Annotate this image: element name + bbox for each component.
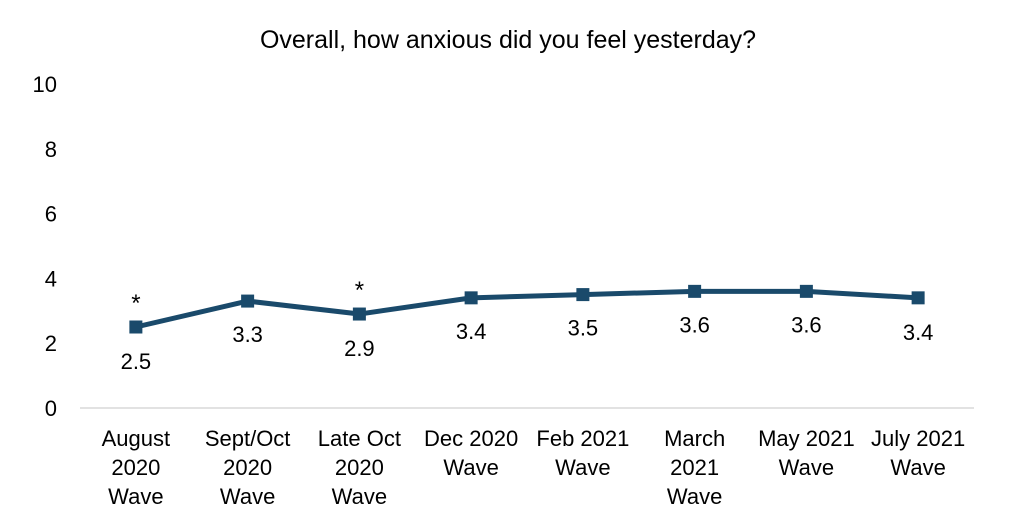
y-tick-label: 6 bbox=[45, 202, 57, 227]
significance-asterisk: * bbox=[131, 290, 140, 317]
x-tick-label-line: 2021 bbox=[670, 455, 719, 480]
x-tick-label-line: Late Oct bbox=[318, 426, 401, 451]
x-tick-label: May 2021 Wave bbox=[758, 426, 855, 480]
data-label: 2.5 bbox=[121, 349, 152, 374]
x-tick-label-line: 2020 bbox=[111, 455, 160, 480]
x-tick-label-line: March bbox=[664, 426, 725, 451]
data-label: 3.6 bbox=[791, 312, 822, 337]
x-tick-label-line: Feb 2021 bbox=[536, 426, 629, 451]
y-axis-ticks: 0 2 4 6 8 10 bbox=[33, 72, 57, 421]
data-point-marker bbox=[129, 320, 143, 334]
x-tick-label-line: 2020 bbox=[223, 455, 272, 480]
data-point-marker bbox=[911, 291, 925, 305]
x-tick-label-line: July 2021 bbox=[871, 426, 965, 451]
data-point-marker bbox=[576, 288, 590, 302]
x-tick-label-line: 2020 bbox=[335, 455, 384, 480]
x-tick-label: August 2020 Wave bbox=[102, 426, 171, 509]
y-tick-label: 10 bbox=[33, 72, 57, 97]
data-label: 3.6 bbox=[679, 312, 710, 337]
data-label: 3.5 bbox=[568, 316, 599, 341]
x-tick-label-line: Wave bbox=[108, 484, 163, 509]
x-tick-label-line: August bbox=[102, 426, 171, 451]
x-tick-label-line: Wave bbox=[667, 484, 722, 509]
data-label: 3.4 bbox=[903, 320, 934, 345]
significance-asterisk: * bbox=[355, 277, 364, 304]
x-tick-label: Dec 2020 Wave bbox=[424, 426, 518, 480]
y-tick-label: 4 bbox=[45, 266, 57, 291]
x-tick-label-line: Wave bbox=[220, 484, 275, 509]
x-tick-label-line: Dec 2020 bbox=[424, 426, 518, 451]
chart-title: Overall, how anxious did you feel yester… bbox=[260, 26, 756, 54]
data-labels: 2.5 3.3 2.9 3.4 3.5 3.6 3.6 3.4 bbox=[121, 312, 934, 374]
x-tick-label-line: Wave bbox=[332, 484, 387, 509]
data-label: 2.9 bbox=[344, 336, 375, 361]
series-group bbox=[129, 284, 925, 334]
x-tick-label: July 2021 Wave bbox=[871, 426, 965, 480]
x-tick-label-line: Wave bbox=[890, 455, 945, 480]
data-point-marker bbox=[688, 284, 702, 298]
y-tick-label: 0 bbox=[45, 396, 57, 421]
x-tick-label: March 2021 Wave bbox=[664, 426, 725, 509]
data-point-marker bbox=[464, 291, 478, 305]
y-tick-label: 8 bbox=[45, 137, 57, 162]
data-point-marker bbox=[799, 284, 813, 298]
data-point-marker bbox=[352, 307, 366, 321]
x-tick-label-line: May 2021 bbox=[758, 426, 855, 451]
x-tick-label-line: Wave bbox=[555, 455, 610, 480]
data-label: 3.3 bbox=[232, 322, 263, 347]
x-axis-ticks: August 2020 Wave Sept/Oct 2020 Wave Late Oct 20… bbox=[102, 426, 966, 509]
data-label: 3.4 bbox=[456, 319, 487, 344]
data-point-marker bbox=[241, 294, 255, 308]
series-line bbox=[135, 288, 919, 330]
x-tick-label: Feb 2021 Wave bbox=[536, 426, 629, 480]
x-tick-label-line: Wave bbox=[779, 455, 834, 480]
y-tick-label: 2 bbox=[45, 331, 57, 356]
x-tick-label-line: Sept/Oct bbox=[205, 426, 291, 451]
annotations: * * bbox=[131, 277, 364, 317]
x-tick-label: Sept/Oct 2020 Wave bbox=[205, 426, 291, 509]
x-tick-label-line: Wave bbox=[443, 455, 498, 480]
x-tick-label: Late Oct 2020 Wave bbox=[318, 426, 401, 509]
